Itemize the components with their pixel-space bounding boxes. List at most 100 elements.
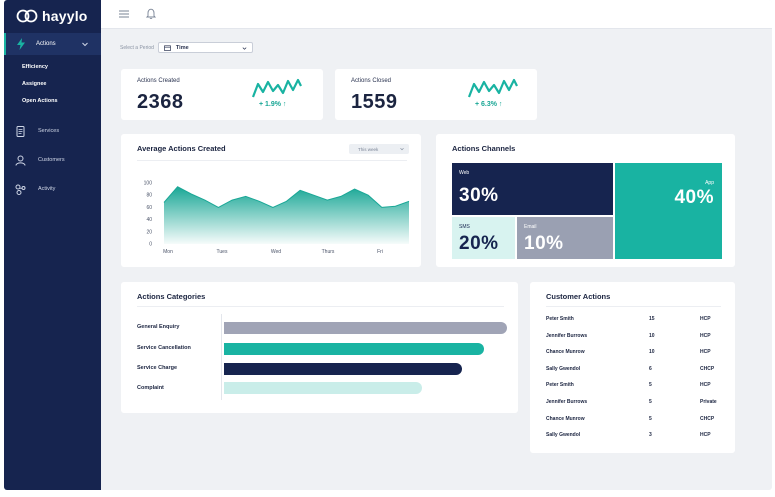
logo-text: hayylo bbox=[42, 8, 88, 24]
sidebar: hayylo Actions Efficiency Assignee Open … bbox=[4, 0, 101, 490]
y-tick-label: 80 bbox=[146, 193, 152, 199]
y-tick-label: 100 bbox=[144, 181, 153, 187]
card-title: Average Actions Created bbox=[137, 144, 226, 153]
week-value: This week bbox=[358, 146, 379, 152]
y-tick-label: 60 bbox=[146, 205, 152, 211]
channel-value: 10% bbox=[524, 233, 564, 254]
stat-card-actions-closed: Actions Closed 1559 + 6.3% ↑ bbox=[335, 69, 537, 120]
table-row[interactable]: Sally Gwendol 3 HCP bbox=[546, 432, 726, 442]
sidebar-item-label: Services bbox=[38, 128, 60, 134]
bar-label: Service Cancellation bbox=[137, 345, 191, 351]
chevron-down-icon bbox=[242, 47, 247, 50]
document-icon bbox=[16, 125, 25, 137]
title-divider bbox=[137, 306, 504, 307]
sidebar-item-activity[interactable]: Activity bbox=[4, 180, 101, 198]
customer-count: 3 bbox=[649, 432, 652, 439]
bar-1[interactable] bbox=[224, 343, 485, 355]
channel-value: 40% bbox=[674, 187, 714, 208]
sparkline-icon bbox=[251, 78, 302, 98]
customer-count: 5 bbox=[649, 415, 652, 422]
bar-label: Service Charge bbox=[137, 365, 178, 371]
table-row[interactable]: Jennifer Burrows 10 HCP bbox=[546, 333, 726, 343]
logo[interactable]: hayylo bbox=[16, 6, 88, 26]
channel-tile-web[interactable]: Web 30% bbox=[452, 163, 613, 215]
period-dropdown[interactable]: Time bbox=[157, 42, 253, 53]
stat-label: Actions Created bbox=[137, 78, 180, 84]
period-selector: Select a Period Time bbox=[120, 42, 253, 53]
bar-2[interactable] bbox=[224, 363, 462, 375]
bar-axis bbox=[221, 314, 222, 400]
customer-count: 5 bbox=[649, 382, 652, 389]
channel-label: SMS bbox=[459, 224, 470, 230]
stat-value: 1559 bbox=[351, 91, 398, 113]
card-title: Actions Categories bbox=[137, 292, 206, 301]
bar-3[interactable] bbox=[224, 382, 423, 394]
sidebar-subitem-efficiency[interactable]: Efficiency bbox=[22, 64, 48, 70]
customer-type: CHCP bbox=[700, 365, 715, 372]
sidebar-item-label: Actions bbox=[36, 41, 56, 47]
actions-categories-card: Actions Categories General Enquiry Servi… bbox=[121, 282, 518, 413]
table-row[interactable]: Sally Gwendol 6 CHCP bbox=[546, 366, 726, 376]
x-tick-label: Fri bbox=[377, 249, 383, 255]
channel-tile-email[interactable]: Email 10% bbox=[517, 217, 613, 259]
customer-type: HCP bbox=[700, 432, 711, 439]
area-line bbox=[163, 186, 410, 208]
sidebar-item-services[interactable]: Services bbox=[4, 122, 101, 140]
channel-tile-app[interactable]: App 40% bbox=[615, 163, 722, 259]
customer-name: Chance Munrow bbox=[546, 349, 585, 356]
customer-type: Private bbox=[700, 399, 717, 405]
customer-count: 10 bbox=[649, 349, 655, 356]
card-title: Actions Channels bbox=[452, 144, 516, 153]
x-tick-label: Mon bbox=[163, 249, 173, 255]
table-row[interactable]: Peter Smith 15 HCP bbox=[546, 316, 726, 326]
title-divider bbox=[546, 306, 721, 307]
bar-0[interactable] bbox=[224, 322, 507, 334]
period-value: Time bbox=[175, 44, 189, 51]
sidebar-item-label: Customers bbox=[38, 157, 65, 163]
table-row[interactable]: Peter Smith 5 HCP bbox=[546, 382, 726, 392]
x-tick-label: Tues bbox=[217, 249, 228, 255]
person-icon bbox=[15, 155, 26, 166]
channel-label: Web bbox=[459, 170, 470, 176]
menu-icon[interactable] bbox=[119, 10, 129, 18]
customer-name: Jennifer Burrows bbox=[546, 332, 588, 339]
lightning-icon bbox=[17, 38, 25, 50]
y-tick-label: 20 bbox=[146, 229, 152, 235]
customer-count: 10 bbox=[649, 332, 655, 339]
title-divider bbox=[137, 160, 407, 161]
top-bar bbox=[101, 0, 772, 29]
bar-label: Complaint bbox=[137, 385, 164, 391]
customer-name: Jennifer Burrows bbox=[546, 399, 588, 405]
sidebar-subitem-assignee[interactable]: Assignee bbox=[22, 81, 47, 87]
customer-type: HCP bbox=[700, 316, 711, 322]
sidebar-subitem-open-actions[interactable]: Open Actions bbox=[22, 98, 58, 104]
x-tick-label: Thurs bbox=[322, 249, 335, 255]
stat-label: Actions Closed bbox=[351, 78, 392, 84]
channel-tile-sms[interactable]: SMS 20% bbox=[452, 217, 515, 259]
customer-count: 5 bbox=[649, 399, 652, 405]
customer-type: CHCP bbox=[700, 415, 715, 422]
table-row[interactable]: Chance Munrow 10 HCP bbox=[546, 349, 726, 359]
sidebar-item-customers[interactable]: Customers bbox=[4, 151, 101, 169]
customer-type: HCP bbox=[700, 349, 711, 356]
customer-actions-card: Customer Actions Peter Smith 15 HCP Jennife… bbox=[530, 282, 735, 453]
customer-name: Sally Gwendol bbox=[546, 365, 581, 372]
stat-value: 2368 bbox=[137, 91, 184, 113]
activity-icon bbox=[15, 184, 26, 195]
customer-name: Chance Munrow bbox=[546, 415, 585, 422]
channel-label: Email bbox=[524, 224, 537, 230]
sparkline-icon bbox=[467, 78, 518, 98]
period-label: Select a Period bbox=[120, 44, 154, 51]
bell-icon[interactable] bbox=[146, 8, 156, 19]
chevron-down-icon bbox=[400, 147, 404, 151]
card-title: Customer Actions bbox=[546, 292, 611, 301]
bar-label: General Enquiry bbox=[137, 324, 180, 330]
sidebar-item-actions[interactable]: Actions bbox=[4, 33, 101, 55]
customer-type: HCP bbox=[700, 332, 711, 339]
sidebar-item-label: Activity bbox=[38, 186, 56, 192]
customer-name: Peter Smith bbox=[546, 316, 574, 322]
week-dropdown[interactable]: This week bbox=[349, 144, 409, 154]
channel-value: 30% bbox=[459, 185, 499, 206]
table-row[interactable]: Chance Munrow 5 CHCP bbox=[546, 416, 726, 426]
table-row[interactable]: Jennifer Burrows 5 Private bbox=[546, 399, 726, 409]
